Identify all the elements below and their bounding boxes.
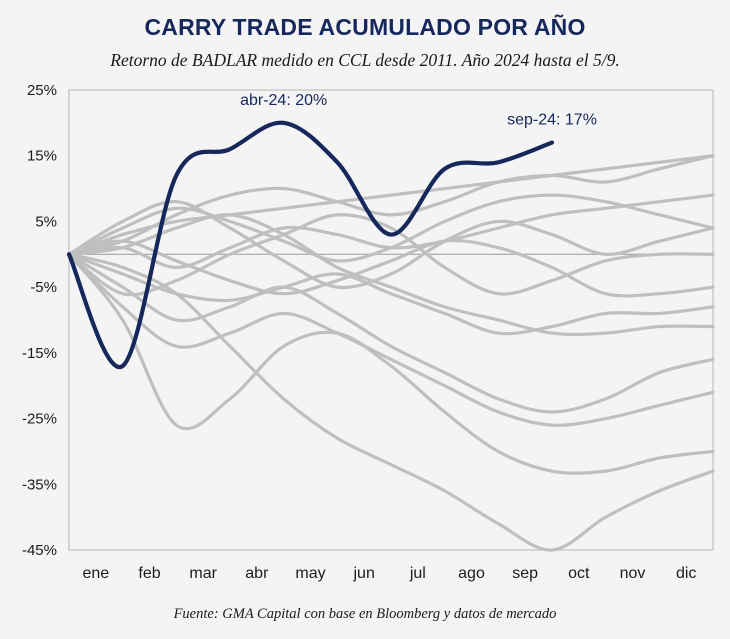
plot-frame — [68, 89, 714, 551]
x-axis: ene feb mar abr may jun jul ago sep oct nov dic — [82, 565, 696, 582]
x-axis-tick-label: nov — [620, 565, 646, 582]
y-axis-tick-label: -5% — [30, 279, 57, 296]
x-axis-tick-label: ago — [458, 565, 485, 582]
x-axis-tick-label: feb — [138, 565, 160, 582]
y-axis-tick-label: 5% — [35, 213, 57, 230]
x-axis-tick-label: abr — [245, 565, 269, 582]
series-line-muted — [67, 154, 715, 256]
y-axis-tick-label: 15% — [27, 148, 57, 165]
x-axis-tick-label: jul — [409, 565, 426, 582]
series-line-muted — [67, 213, 715, 297]
series-line-muted — [67, 193, 715, 263]
series-line-muted — [67, 239, 715, 298]
muted-series-group — [67, 154, 715, 552]
x-axis-tick-label: dic — [676, 565, 696, 582]
highlight-series-group — [66, 120, 555, 370]
x-axis-tick-label: mar — [189, 565, 217, 582]
series-line-muted — [67, 252, 715, 552]
x-axis-tick-label: sep — [512, 565, 538, 582]
y-axis-tick-label: -25% — [22, 411, 57, 428]
y-axis-tick-label: -15% — [22, 345, 57, 362]
x-axis-tick-label: may — [295, 565, 325, 582]
chart-subtitle: Retorno de BADLAR medido en CCL desde 20… — [110, 50, 620, 70]
series-line-muted — [67, 213, 715, 336]
annotations-group: abr-24: 20% sep-24: 17% — [240, 92, 597, 129]
series-line-highlight — [66, 120, 555, 370]
y-axis-tick-label: -45% — [22, 542, 57, 559]
y-axis-tick-label: -35% — [22, 476, 57, 493]
page-title: CARRY TRADE ACUMULADO POR AÑO — [144, 14, 586, 40]
y-axis-tick-label: 25% — [27, 82, 57, 99]
series-line-muted — [67, 200, 715, 290]
x-axis-tick-label: ene — [82, 565, 109, 582]
series-line-muted — [67, 154, 715, 256]
source-note: Fuente: GMA Capital con base en Bloomber… — [173, 606, 557, 622]
series-line-muted — [67, 252, 715, 414]
x-axis-tick-label: oct — [568, 565, 590, 582]
data-point-annotation: sep-24: 17% — [507, 112, 597, 129]
y-axis: 25% 15% 5% -5% -15% -25% -35% -45% — [22, 82, 57, 559]
x-axis-tick-label: jun — [352, 565, 374, 582]
series-line-muted — [67, 252, 715, 427]
series-line-muted — [67, 252, 715, 475]
data-point-annotation: abr-24: 20% — [240, 92, 327, 109]
